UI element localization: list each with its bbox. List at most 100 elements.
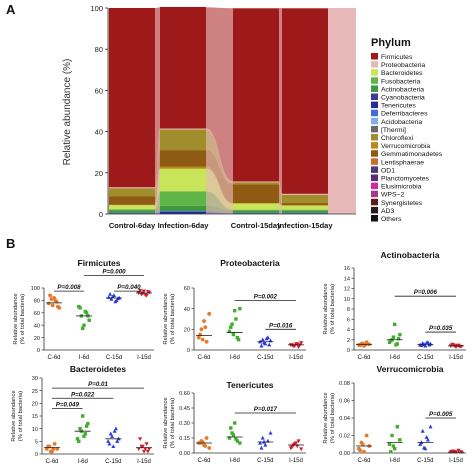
y-tick-label: 2 (347, 338, 350, 344)
legend-item-11: Verrucomicrobia (381, 143, 430, 150)
y-tick-label: 14 (344, 276, 350, 282)
data-point (391, 444, 396, 448)
data-point (363, 342, 368, 347)
legend-swatch-4 (371, 85, 378, 92)
scatter-title: Bacteroidetes (70, 364, 126, 374)
x-tick-label-0: C-6d (45, 459, 58, 465)
data-point (113, 426, 118, 431)
data-point (238, 306, 242, 311)
data-point (398, 438, 402, 442)
legend-swatch-13 (371, 158, 378, 165)
stack-band-chloroflexi-1 (206, 129, 233, 185)
stack-bar-proteobacteria-2 (233, 181, 279, 183)
data-point (46, 301, 51, 306)
x-tick-label-1: I-6d (389, 355, 399, 361)
stack-band-bacteroidetes-0 (155, 168, 160, 210)
data-point (295, 342, 300, 346)
y-axis-label: Relative abundance(% of total bacteria) (163, 397, 176, 448)
data-point (196, 335, 201, 340)
x-tick-label-0: C-6d (357, 458, 370, 464)
x-tick-label-3: I-15d (289, 458, 303, 464)
stack-band-verrucomicrobia-0 (155, 166, 160, 206)
y-tick-label: 10 (32, 427, 38, 433)
data-point (235, 335, 239, 340)
data-point (231, 332, 236, 337)
y-tick-label: 40 (184, 307, 190, 313)
y-tick-label: 100 (90, 4, 103, 13)
stack-band-proteobacteria-0 (155, 128, 160, 189)
x-tick-label-3: I-15d (449, 458, 463, 464)
legend-item-19: AD3 (381, 208, 394, 215)
data-point (258, 440, 263, 445)
x-tick-label-1: I-6d (389, 458, 399, 464)
stacked-area-chart: Relative abundance (%) 0 20 40 60 80 100 Contr… (62, 4, 356, 230)
legend-swatch-17 (371, 190, 378, 198)
x-tick-label-2: C-15d (417, 355, 433, 361)
data-point (48, 449, 53, 454)
stack-band-actinobacteria-1 (206, 205, 233, 213)
legend-item-3: Fusobacteria (381, 78, 421, 85)
data-point (145, 290, 150, 294)
y-tick-label: 12 (344, 287, 350, 293)
panel-a-ylabel: Relative abundance (%) (62, 59, 73, 166)
y-tick-label: 40 (95, 128, 103, 137)
data-point (262, 340, 267, 345)
stack-band-proteobacteria-2 (279, 181, 282, 195)
data-point (232, 421, 237, 425)
legend-item-2: Bacteroidetes (381, 70, 423, 77)
x-tick-label-3: I-15d (289, 355, 303, 361)
p-value-label: P=0.017 (254, 406, 278, 413)
y-tick-label: 0 (347, 348, 350, 354)
scatter-title: Tenericutes (226, 380, 273, 390)
stack-bar-fusobacteria-3 (282, 209, 328, 211)
stack-bar-firmicutes-0 (109, 8, 155, 188)
legend-item-16: Elusimicrobia (381, 184, 422, 191)
data-point (82, 323, 86, 327)
legend-item-6: Tenericutes (381, 103, 416, 110)
data-point (203, 444, 208, 448)
data-point (77, 439, 81, 444)
x-tick-label-1: Infection-6day (158, 221, 210, 230)
stack-bar-tenericutes-1 (160, 211, 206, 214)
data-point (259, 445, 264, 450)
data-point (235, 439, 239, 443)
y-tick-label: 0 (187, 348, 190, 354)
data-point (108, 431, 113, 436)
data-point (204, 339, 209, 344)
legend-item-13: Lentisphaerae (381, 159, 424, 166)
data-point (207, 311, 212, 316)
data-point (143, 293, 148, 298)
legend-swatch-6 (371, 101, 378, 109)
y-axis-label-line1: Relative abundance (13, 293, 19, 344)
legend-swatch-14 (371, 166, 378, 173)
y-tick-label: 8 (347, 307, 350, 313)
data-point (419, 343, 424, 347)
legend-swatch-15 (371, 174, 378, 181)
legend-item-10: Chloroflexi (381, 135, 414, 142)
stack-band-proteobacteria-1 (206, 128, 233, 183)
data-point (229, 325, 233, 329)
stack-bar-actinobacteria-2 (233, 210, 279, 213)
y-tick-label: 15 (32, 414, 38, 420)
stack-band-bacteroidetes-1 (206, 168, 233, 210)
legend-item-9: [Thermi] (381, 127, 406, 134)
data-point (110, 294, 115, 299)
x-tick-label-2: Control-15day (231, 221, 282, 230)
stack-band-actinobacteria-0 (155, 205, 160, 213)
data-point (387, 442, 392, 446)
y-tick-label: 0 (99, 210, 103, 219)
legend-swatch-19 (371, 206, 378, 214)
data-point (52, 441, 57, 446)
y-tick-label: 0.15 (179, 436, 190, 442)
x-tick-label-0: C-6d (197, 355, 210, 361)
data-point (358, 448, 362, 453)
data-point (144, 442, 149, 447)
y-axis-label-line1: Relative abundance (163, 293, 169, 344)
p-value-label: P=0.002 (254, 293, 278, 300)
data-point (299, 341, 304, 345)
stack-band-deferribacteres-2 (279, 212, 282, 214)
data-point (111, 444, 116, 448)
x-tick-label-2: C-15d (257, 355, 273, 361)
data-point (80, 414, 85, 418)
stack-band-firmicutes-2 (279, 8, 282, 194)
